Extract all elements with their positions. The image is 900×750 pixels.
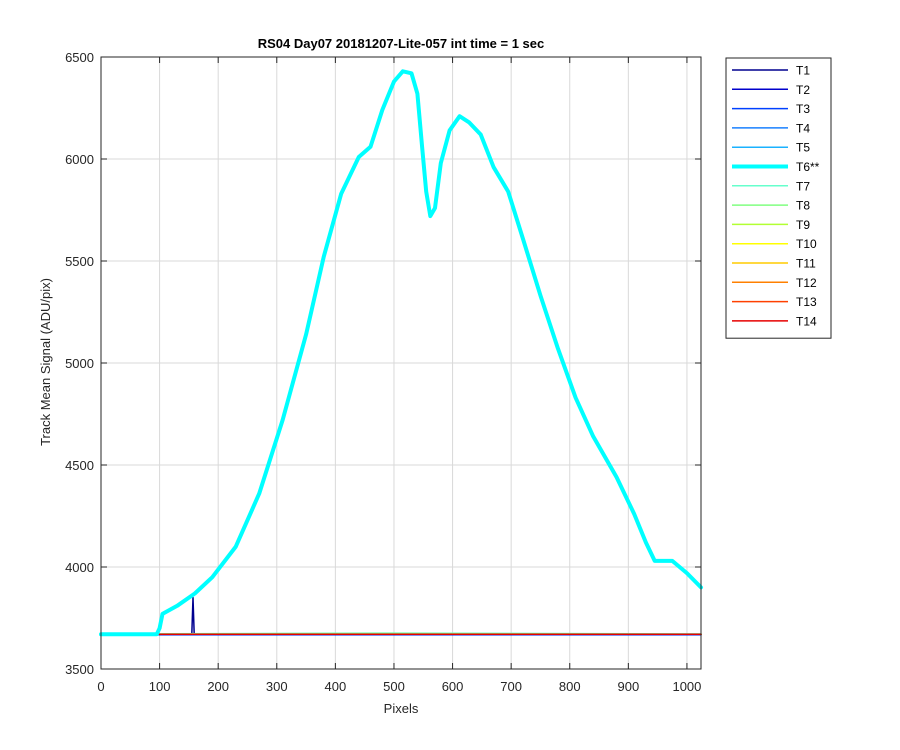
legend-label: T3 (796, 102, 810, 116)
x-tick-label: 900 (617, 679, 639, 694)
series-line-t6 (99, 69, 703, 637)
x-tick-label: 500 (383, 679, 405, 694)
legend-label: T13 (796, 295, 817, 309)
chart-title: RS04 Day07 20181207-Lite-057 int time = … (258, 36, 545, 51)
x-tick-label: 600 (442, 679, 464, 694)
x-tick-label: 700 (500, 679, 522, 694)
legend-label: T7 (796, 179, 810, 193)
x-tick-label: 300 (266, 679, 288, 694)
legend-label: T2 (796, 83, 810, 97)
y-tick-label: 6500 (65, 50, 94, 65)
tick-layer: 0 100 200 300 400 500 600 700 800 900 1000 3500 4000… (65, 50, 701, 694)
x-tick-label: 100 (149, 679, 171, 694)
series-layer (99, 69, 703, 637)
legend-label: T5 (796, 141, 810, 155)
legend-label: T4 (796, 121, 810, 135)
x-axis-label: Pixels (384, 701, 419, 716)
y-tick-label: 4000 (65, 560, 94, 575)
x-tick-label: 200 (207, 679, 229, 694)
y-tick-label: 6000 (65, 152, 94, 167)
legend-label: T8 (796, 199, 810, 213)
legend-label: T10 (796, 237, 817, 251)
y-axis-label: Track Mean Signal (ADU/pix) (38, 278, 53, 446)
legend-label: T12 (796, 276, 817, 290)
legend-label: T14 (796, 314, 817, 328)
x-tick-label: 1000 (672, 679, 701, 694)
x-tick-label: 400 (325, 679, 347, 694)
x-tick-label: 0 (97, 679, 104, 694)
legend: T1 T2 T3 T4 T5 T6** T7 T8 T9 T10 T11 T12 T13 T14 (725, 57, 832, 339)
legend-label: T11 (796, 257, 816, 271)
x-tick-label: 800 (559, 679, 581, 694)
legend-label: T9 (796, 218, 810, 232)
legend-label: T1 (796, 64, 810, 78)
grid-layer (101, 57, 701, 669)
legend-label: T6** (796, 160, 820, 174)
y-tick-label: 5000 (65, 356, 94, 371)
y-tick-label: 5500 (65, 254, 94, 269)
legend-box (725, 57, 832, 339)
y-tick-label: 3500 (65, 662, 94, 677)
y-tick-label: 4500 (65, 458, 94, 473)
